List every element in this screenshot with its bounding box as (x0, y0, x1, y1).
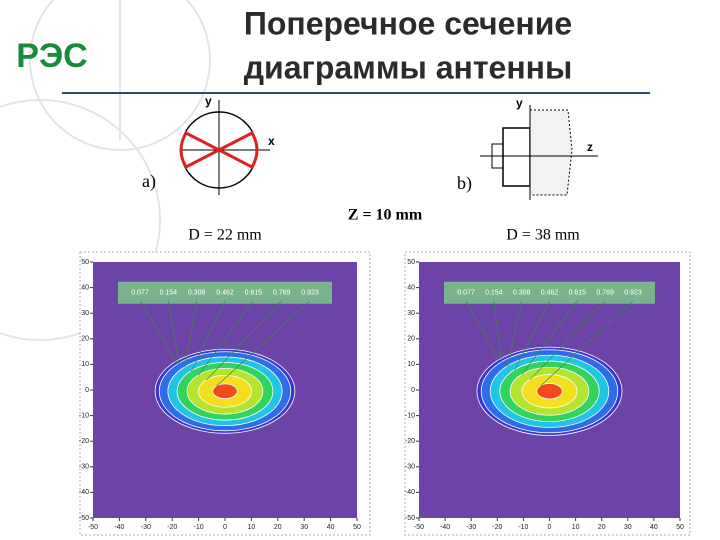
leader-line (529, 300, 606, 380)
y-tick-label: 0 (85, 387, 89, 394)
contour-level (212, 383, 238, 400)
leader-line (521, 300, 578, 375)
diagram-b (480, 105, 598, 200)
y-tick-label: -10 (79, 412, 89, 419)
panel-label: a) (142, 171, 156, 192)
y-tick-label: 30 (81, 310, 89, 317)
y-tick-label: -50 (405, 515, 415, 522)
level-label: 0.154 (160, 290, 178, 297)
x-tick-label: -40 (440, 524, 450, 531)
y-tick-label: -30 (79, 464, 89, 471)
x-tick-label: 40 (327, 524, 335, 531)
x-tick-label: 50 (353, 524, 361, 531)
leader-line (465, 300, 500, 361)
y-tick-label: -20 (405, 438, 415, 445)
x-tick-label: 0 (223, 524, 227, 531)
x-tick-label: -20 (492, 524, 502, 531)
leader-line (493, 300, 503, 363)
leader-line (206, 300, 282, 381)
background-decor (0, 0, 211, 341)
x-tick-label: -40 (114, 524, 124, 531)
level-label: 0.308 (188, 290, 206, 297)
y-tick-label: 40 (407, 284, 415, 291)
x-tick-label: 50 (676, 524, 684, 531)
leader-line (198, 300, 254, 376)
level-label: 0.615 (245, 290, 263, 297)
contour-level (536, 383, 563, 400)
x-tick-label: -10 (194, 524, 204, 531)
x-tick-label: -50 (88, 524, 98, 531)
panel-label: b) (457, 173, 472, 194)
caption: D = 22 mm (188, 227, 262, 244)
level-label: 0.923 (624, 290, 642, 297)
x-tick-label: -50 (414, 524, 424, 531)
axis-label: y (516, 96, 523, 110)
leader-line (216, 300, 311, 387)
colorbar (444, 281, 655, 304)
leader-line (191, 300, 226, 372)
y-tick-label: -50 (79, 515, 89, 522)
y-tick-label: 0 (411, 387, 415, 394)
x-tick-label: 10 (572, 524, 580, 531)
axis-label: y (205, 94, 212, 108)
y-tick-label: 40 (81, 284, 89, 291)
level-label: 0.923 (301, 290, 319, 297)
title-line: диаграммы антенны (244, 49, 573, 85)
y-tick-label: -30 (405, 464, 415, 471)
y-tick-label: 30 (407, 310, 415, 317)
level-label: 0.615 (569, 290, 587, 297)
colorbar (118, 281, 332, 304)
caption: Z = 10 mm (348, 207, 423, 224)
x-tick-label: 40 (650, 524, 658, 531)
x-tick-label: -30 (466, 524, 476, 531)
logo: РЭС (16, 37, 87, 75)
y-tick-label: -40 (79, 489, 89, 496)
level-label: 0.769 (273, 290, 291, 297)
x-tick-label: 20 (598, 524, 606, 531)
leader-line (507, 300, 523, 367)
x-tick-label: 10 (248, 524, 256, 531)
y-tick-label: 50 (81, 259, 89, 266)
y-tick-label: -40 (405, 489, 415, 496)
x-tick-label: 0 (548, 524, 552, 531)
leader-line (139, 300, 177, 363)
leader-line (540, 300, 634, 387)
level-label: 0.077 (131, 290, 149, 297)
x-tick-label: -30 (141, 524, 151, 531)
title-line: Поперечное сечение (244, 5, 572, 41)
y-tick-label: -10 (405, 412, 415, 419)
level-label: 0.154 (485, 290, 503, 297)
y-tick-label: 10 (81, 361, 89, 368)
level-label: 0.462 (216, 290, 234, 297)
level-label: 0.077 (457, 290, 475, 297)
level-label: 0.462 (541, 290, 559, 297)
y-tick-label: 50 (407, 259, 415, 266)
axis-label: x (268, 134, 275, 148)
x-tick-label: -10 (518, 524, 528, 531)
y-tick-label: 10 (407, 361, 415, 368)
axis-label: z (587, 140, 593, 154)
level-label: 0.769 (596, 290, 614, 297)
x-tick-label: -20 (167, 524, 177, 531)
leader-line (514, 300, 550, 371)
leader-line (184, 300, 198, 368)
caption: D = 38 mm (506, 227, 580, 244)
leader-line (167, 300, 180, 364)
x-tick-label: 30 (300, 524, 308, 531)
x-tick-label: 30 (624, 524, 632, 531)
y-tick-label: 20 (407, 336, 415, 343)
y-tick-label: 20 (81, 336, 89, 343)
y-tick-label: -20 (79, 438, 89, 445)
level-label: 0.308 (513, 290, 531, 297)
x-tick-label: 20 (274, 524, 282, 531)
diagram-a (179, 100, 270, 195)
